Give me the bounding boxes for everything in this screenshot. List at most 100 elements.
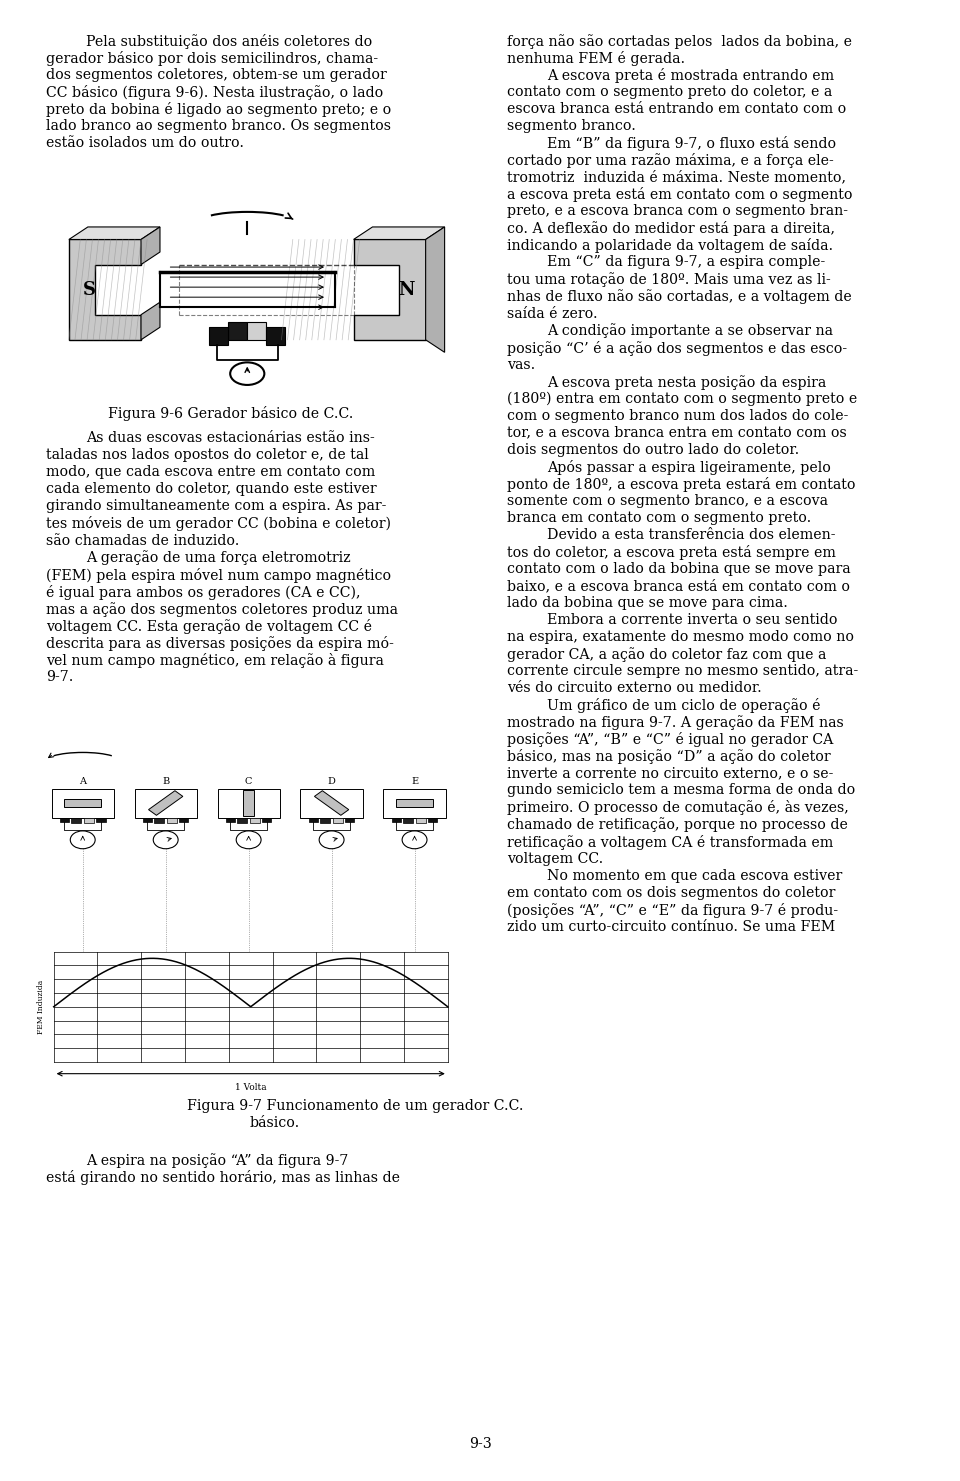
Text: indicando a polaridade da voltagem de saída.: indicando a polaridade da voltagem de sa… xyxy=(507,238,833,253)
Bar xyxy=(180,818,188,822)
Bar xyxy=(300,788,363,818)
Text: N: N xyxy=(398,280,415,299)
Text: em contato com os dois segmentos do coletor: em contato com os dois segmentos do cole… xyxy=(507,886,835,899)
Text: é igual para ambos os geradores (CA e CC),: é igual para ambos os geradores (CA e CC… xyxy=(46,585,361,600)
Circle shape xyxy=(402,831,427,849)
Bar xyxy=(333,818,344,823)
Text: (180º) entra em contato com o segmento preto e: (180º) entra em contato com o segmento p… xyxy=(507,391,857,406)
Bar xyxy=(320,818,330,823)
Text: Após passar a espira ligeiramente, pelo: Após passar a espira ligeiramente, pelo xyxy=(547,459,831,475)
Text: Embora a corrente inverta o seu sentido: Embora a corrente inverta o seu sentido xyxy=(547,613,838,626)
Text: saída é zero.: saída é zero. xyxy=(507,307,597,320)
Text: 1 Volta: 1 Volta xyxy=(235,1083,267,1091)
Polygon shape xyxy=(353,240,425,339)
Text: tou uma rotação de 180º. Mais uma vez as li-: tou uma rotação de 180º. Mais uma vez as… xyxy=(507,273,830,287)
Text: vés do circuito externo ou medidor.: vés do circuito externo ou medidor. xyxy=(507,681,761,695)
Bar xyxy=(52,788,114,818)
Text: A escova preta é mostrada entrando em: A escova preta é mostrada entrando em xyxy=(547,68,834,83)
Text: voltagem CC. Esta geração de voltagem CC é: voltagem CC. Esta geração de voltagem CC… xyxy=(46,619,372,634)
Text: Pela substituição dos anéis coletores do: Pela substituição dos anéis coletores do xyxy=(86,34,372,49)
Text: E: E xyxy=(411,778,419,786)
Text: cortado por uma razão máxima, e a força ele-: cortado por uma razão máxima, e a força … xyxy=(507,153,833,169)
Text: escova branca está entrando em contato com o: escova branca está entrando em contato c… xyxy=(507,102,846,116)
Text: vas.: vas. xyxy=(507,357,535,372)
Text: lado branco ao segmento branco. Os segmentos: lado branco ao segmento branco. Os segme… xyxy=(46,118,391,133)
Text: mostrado na figura 9-7. A geração da FEM nas: mostrado na figura 9-7. A geração da FEM… xyxy=(507,715,844,730)
Bar xyxy=(262,818,272,822)
Bar xyxy=(383,788,445,818)
Bar xyxy=(417,818,426,823)
Text: A geração de uma força eletromotriz: A geração de uma força eletromotriz xyxy=(86,551,351,566)
Text: vel num campo magnético, em relação à figura: vel num campo magnético, em relação à fi… xyxy=(46,653,384,668)
Bar xyxy=(392,818,401,822)
Circle shape xyxy=(154,831,179,849)
Text: posição “C’ é a ação dos segmentos e das esco-: posição “C’ é a ação dos segmentos e das… xyxy=(507,341,847,355)
Text: corrente circule sempre no mesmo sentido, atra-: corrente circule sempre no mesmo sentido… xyxy=(507,663,858,678)
Text: lado da bobina que se move para cima.: lado da bobina que se move para cima. xyxy=(507,595,788,610)
Text: chamado de retificação, porque no processo de: chamado de retificação, porque no proces… xyxy=(507,818,848,832)
Text: Figura 9-7 Funcionamento de um gerador C.C.: Figura 9-7 Funcionamento de um gerador C… xyxy=(187,1099,524,1112)
Text: nenhuma FEM é gerada.: nenhuma FEM é gerada. xyxy=(507,50,685,67)
Text: D: D xyxy=(327,778,336,786)
Text: A: A xyxy=(80,778,86,786)
Text: básico.: básico. xyxy=(250,1117,300,1130)
Polygon shape xyxy=(149,791,182,816)
Text: são chamadas de induzido.: são chamadas de induzido. xyxy=(46,533,239,548)
Text: na espira, exatamente do mesmo modo como no: na espira, exatamente do mesmo modo como… xyxy=(507,629,853,644)
Text: com o segmento branco num dos lados do cole-: com o segmento branco num dos lados do c… xyxy=(507,409,849,422)
Text: Figura 9-6 Gerador básico de C.C.: Figura 9-6 Gerador básico de C.C. xyxy=(108,406,353,421)
Text: (FEM) pela espira móvel num campo magnético: (FEM) pela espira móvel num campo magnét… xyxy=(46,567,392,582)
Text: 9-7.: 9-7. xyxy=(46,669,74,684)
Polygon shape xyxy=(69,227,160,240)
Text: A escova preta nesta posição da espira: A escova preta nesta posição da espira xyxy=(547,375,827,390)
Bar xyxy=(309,818,318,822)
Text: baixo, e a escova branca está em contato com o: baixo, e a escova branca está em contato… xyxy=(507,579,850,592)
Polygon shape xyxy=(243,789,254,816)
Text: A espira na posição “A” da figura 9-7: A espira na posição “A” da figura 9-7 xyxy=(86,1154,348,1169)
Text: zido um curto-circuito contínuo. Se uma FEM: zido um curto-circuito contínuo. Se uma … xyxy=(507,920,835,933)
Text: 9-3: 9-3 xyxy=(468,1438,492,1451)
Polygon shape xyxy=(141,302,160,339)
Text: inverte a corrente no circuito externo, e o se-: inverte a corrente no circuito externo, … xyxy=(507,766,833,780)
Text: Devido a esta transferência dos elemen-: Devido a esta transferência dos elemen- xyxy=(547,527,836,542)
Polygon shape xyxy=(396,798,433,807)
Bar xyxy=(167,818,178,823)
Bar xyxy=(60,818,69,822)
Text: (posições “A”, “C” e “E” da figura 9-7 é produ-: (posições “A”, “C” e “E” da figura 9-7 é… xyxy=(507,902,838,918)
Bar xyxy=(134,788,197,818)
Polygon shape xyxy=(315,791,348,816)
Circle shape xyxy=(70,831,95,849)
Text: A condição importante a se observar na: A condição importante a se observar na xyxy=(547,323,833,339)
Bar xyxy=(71,818,81,823)
Polygon shape xyxy=(69,240,141,339)
Text: tos do coletor, a escova preta está sempre em: tos do coletor, a escova preta está semp… xyxy=(507,545,836,560)
Text: tes móveis de um gerador CC (bobina e coletor): tes móveis de um gerador CC (bobina e co… xyxy=(46,517,391,532)
Text: Em “B” da figura 9-7, o fluxo está sendo: Em “B” da figura 9-7, o fluxo está sendo xyxy=(547,136,836,151)
Text: C: C xyxy=(245,778,252,786)
Bar xyxy=(346,818,354,822)
Polygon shape xyxy=(209,327,228,345)
Text: FEM Induzida: FEM Induzida xyxy=(37,979,45,1034)
Text: gundo semiciclo tem a mesma forma de onda do: gundo semiciclo tem a mesma forma de ond… xyxy=(507,783,855,797)
Text: branca em contato com o segmento preto.: branca em contato com o segmento preto. xyxy=(507,511,811,524)
Polygon shape xyxy=(141,227,160,265)
Text: mas a ação dos segmentos coletores produz uma: mas a ação dos segmentos coletores produ… xyxy=(46,601,398,616)
Text: descrita para as diversas posições da espira mó-: descrita para as diversas posições da es… xyxy=(46,635,394,650)
Polygon shape xyxy=(228,323,248,339)
Text: básico, mas na posição “D” a ação do coletor: básico, mas na posição “D” a ação do col… xyxy=(507,749,830,764)
Bar xyxy=(251,818,260,823)
Text: B: B xyxy=(162,778,169,786)
Text: gerador CA, a ação do coletor faz com que a: gerador CA, a ação do coletor faz com qu… xyxy=(507,647,827,662)
Text: dois segmentos do outro lado do coletor.: dois segmentos do outro lado do coletor. xyxy=(507,443,799,456)
Bar xyxy=(226,818,235,822)
Bar xyxy=(237,818,247,823)
Text: S: S xyxy=(84,280,96,299)
Text: preto, e a escova branca com o segmento bran-: preto, e a escova branca com o segmento … xyxy=(507,204,848,218)
Text: No momento em que cada escova estiver: No momento em que cada escova estiver xyxy=(547,868,843,883)
Text: posições “A”, “B” e “C” é igual no gerador CA: posições “A”, “B” e “C” é igual no gerad… xyxy=(507,732,833,748)
Text: taladas nos lados opostos do coletor e, de tal: taladas nos lados opostos do coletor e, … xyxy=(46,449,369,462)
Text: nhas de fluxo não são cortadas, e a voltagem de: nhas de fluxo não são cortadas, e a volt… xyxy=(507,289,852,305)
Bar xyxy=(218,788,279,818)
Polygon shape xyxy=(425,227,444,352)
Text: segmento branco.: segmento branco. xyxy=(507,118,636,133)
